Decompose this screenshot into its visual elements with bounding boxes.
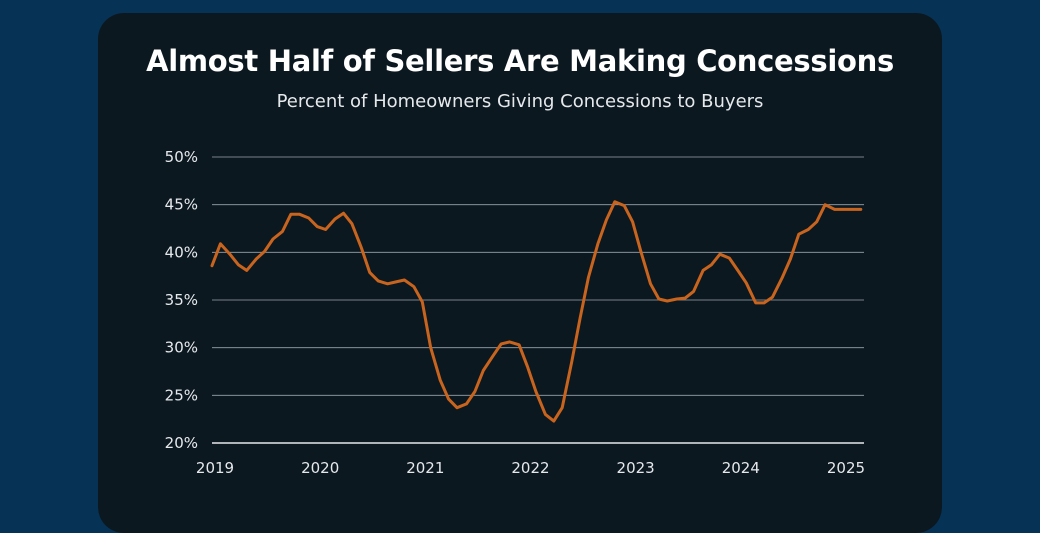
y-axis: 20% 25% 30% 35% 40% 45% 50%: [165, 148, 198, 452]
x-tick-label: 2019: [196, 459, 234, 477]
line-chart: 20%25%30%35%40%45%50% 2019 2020 2021 2022 20…: [165, 148, 865, 477]
y-tick-label: 20%: [165, 434, 198, 452]
y-tick-label: 50%: [165, 148, 198, 166]
y-tick-label: 25%: [165, 386, 198, 404]
series-line: [210, 200, 863, 423]
chart-card: [98, 13, 942, 533]
y-tick-label: 30%: [165, 339, 198, 357]
x-tick-label: 2021: [406, 459, 444, 477]
x-tick-label: 2024: [722, 459, 760, 477]
series-lines: [210, 200, 863, 423]
x-tick-label: 2020: [301, 459, 339, 477]
chart-title: Almost Half of Sellers Are Making Conces…: [146, 44, 894, 78]
gridlines: [212, 156, 864, 444]
x-tick-label: 2022: [511, 459, 549, 477]
y-tick-label: 35%: [165, 291, 198, 309]
x-tick-label: 2023: [617, 459, 655, 477]
x-axis: 2019 2020 2021 2022 2023 2024 2025: [196, 459, 865, 477]
y-tick-label: 45%: [165, 196, 198, 214]
x-tick-label: 2025: [827, 459, 865, 477]
y-tick-label: 40%: [165, 243, 198, 261]
chart-subtitle: Percent of Homeowners Giving Concessions…: [276, 91, 764, 112]
